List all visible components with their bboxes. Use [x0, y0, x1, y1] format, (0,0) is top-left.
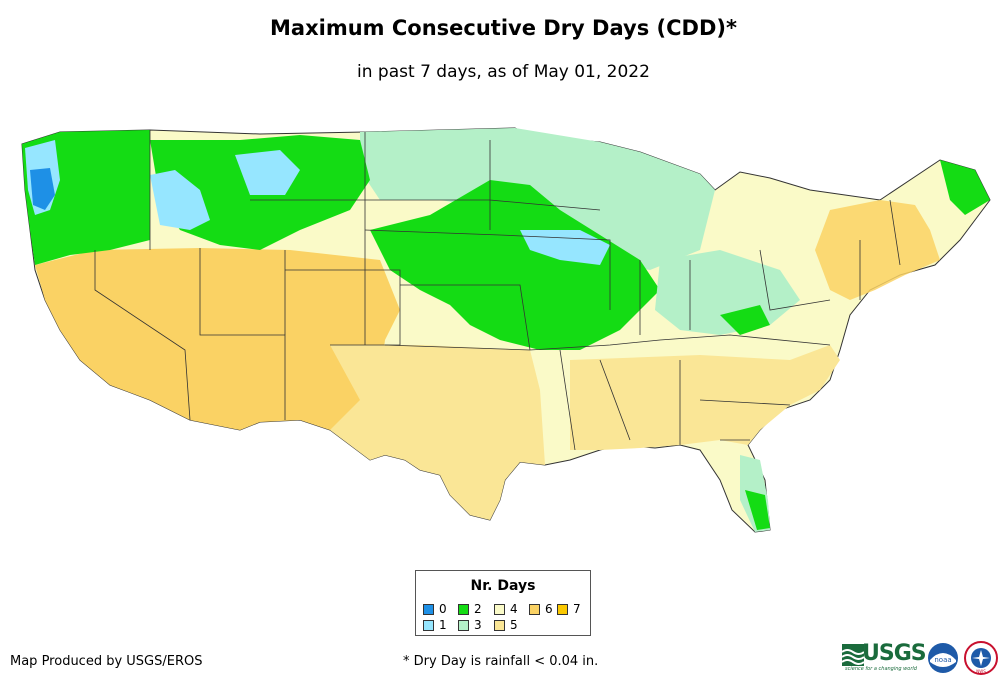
legend-swatch: [458, 619, 469, 631]
region-5-texas: [330, 345, 545, 520]
legend-label: 2: [474, 602, 482, 616]
legend-title: Nr. Days: [470, 578, 536, 594]
legend-label: 3: [474, 618, 482, 632]
legend-swatch: [423, 619, 434, 631]
legend-item-4: 4: [494, 602, 518, 616]
region-1-idaho: [150, 170, 210, 230]
legend-swatch: [423, 603, 434, 615]
agency-logos: USGS science for a changing world noaa N…: [840, 638, 1005, 678]
noaa-label: noaa: [934, 656, 951, 664]
legend-item-1: 1: [423, 618, 447, 632]
region-0-pacific-nw: [30, 168, 55, 210]
region-2-maine: [940, 160, 990, 215]
legend-item-3: 3: [458, 618, 482, 632]
legend-item-0: 0: [423, 602, 447, 616]
legend-swatch: [458, 603, 469, 615]
map-subtitle: in past 7 days, as of May 01, 2022: [357, 62, 650, 82]
legend-swatch: [557, 603, 568, 615]
region-2-plains: [370, 180, 660, 350]
region-2-florida: [745, 490, 770, 530]
legend-swatch: [529, 603, 540, 615]
region-6-southwest: [35, 248, 400, 430]
legend-label: 4: [510, 602, 518, 616]
legend: Nr. Days 0 1 2 3 4 5 6 7: [415, 570, 591, 636]
region-5-southeast: [570, 345, 840, 450]
noaa-logo-icon: noaa: [928, 643, 958, 673]
legend-swatch: [494, 603, 505, 615]
region-2-kentucky: [720, 305, 770, 335]
legend-item-7: 7: [557, 602, 581, 616]
legend-item-5: 5: [494, 618, 518, 632]
nws-label: NWS: [976, 669, 986, 674]
legend-swatch: [494, 619, 505, 631]
legend-label: 5: [510, 618, 518, 632]
credit-text: Map Produced by USGS/EROS: [10, 654, 203, 669]
legend-item-6: 6: [529, 602, 553, 616]
nws-logo-icon: NWS: [964, 641, 998, 675]
region-1-montana: [235, 150, 300, 195]
legend-label: 0: [439, 602, 447, 616]
footnote-text: * Dry Day is rainfall < 0.04 in.: [403, 654, 599, 669]
map-title: Maximum Consecutive Dry Days (CDD)*: [270, 16, 737, 40]
legend-item-2: 2: [458, 602, 482, 616]
us-dry-days-map: [21, 127, 991, 533]
state-boundaries: [94, 130, 901, 451]
usgs-logo-text: USGS: [862, 641, 927, 666]
usgs-logo-icon: [842, 644, 864, 666]
usgs-tagline: science for a changing world: [845, 666, 917, 672]
region-6-northeast: [815, 200, 940, 300]
legend-label: 6: [545, 602, 553, 616]
legend-label: 7: [573, 602, 581, 616]
legend-label: 1: [439, 618, 447, 632]
